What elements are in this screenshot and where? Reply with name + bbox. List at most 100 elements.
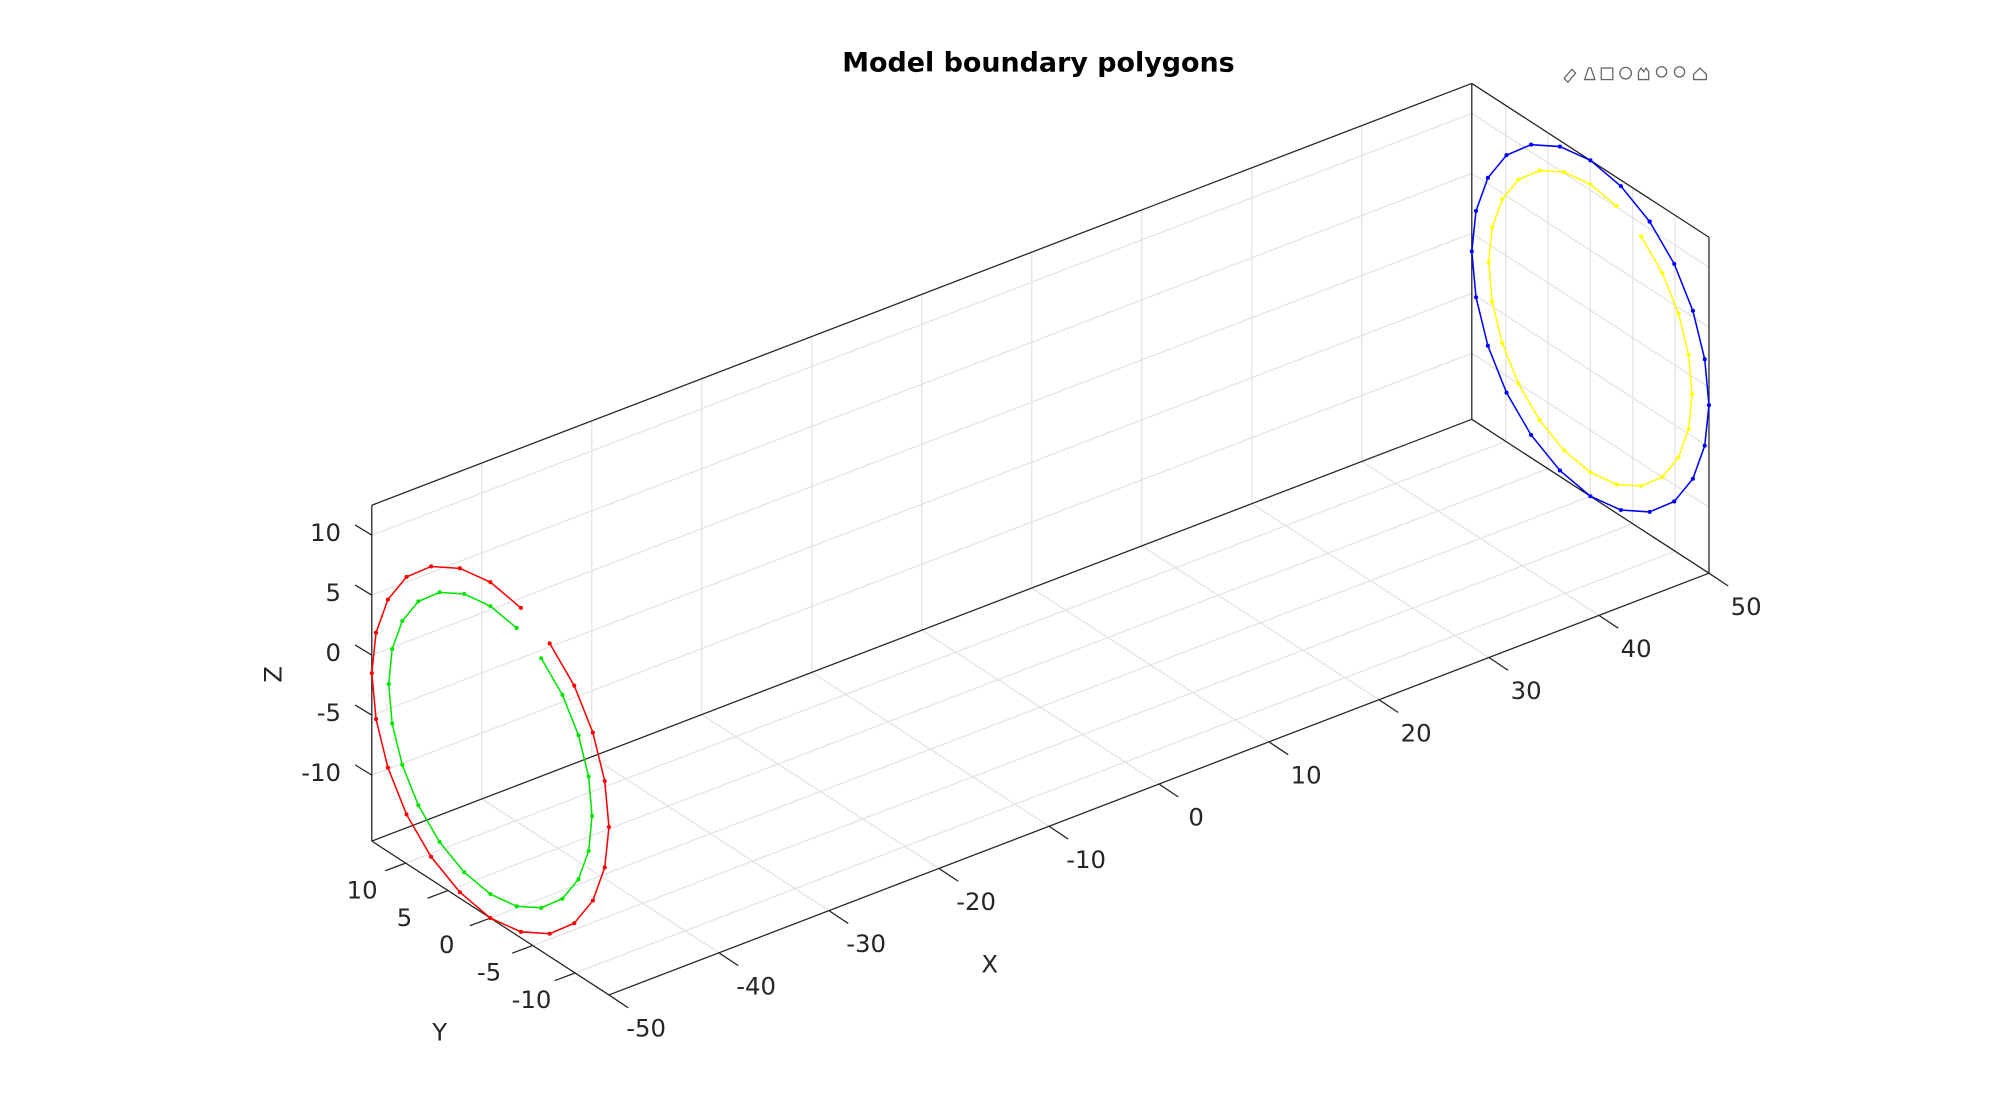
x-tick [938,867,959,882]
polygon-vertex [1557,144,1562,149]
polygon-vertex [429,564,434,569]
y-tick-label: -5 [477,958,501,987]
polygon-vertex [1486,260,1491,265]
polygon-vertex [1500,341,1505,346]
polygon-vertex [586,774,591,779]
x-tick-label: 30 [1511,676,1542,705]
polygon-vertex [373,630,379,635]
polygon-vertex [1588,494,1593,499]
z-tick [354,584,373,596]
x-tick [828,910,849,924]
polygon-vertex [462,591,467,596]
grid-line [490,495,1591,919]
x-tick-label: -30 [846,929,886,958]
rotate-icon[interactable] [1600,67,1614,81]
zoom-out-icon[interactable] [1673,66,1686,78]
polygon-vertex [1537,168,1542,173]
grid-line [1471,352,1710,508]
polygon-vertex [1647,509,1652,514]
grid-line [405,440,1506,864]
z-tick-label: 5 [326,578,342,607]
polygon-vertex [390,647,395,652]
polygon-vertex [1686,352,1691,357]
y-tick-label: -10 [512,985,552,1014]
x-tick [1378,699,1399,714]
polygon-vertex [1618,507,1623,513]
polygon-vertex [1473,208,1479,213]
grid-line [447,468,1549,892]
x-tick-label: 0 [1188,803,1204,832]
polygon-line [371,565,610,935]
z-tick [354,644,373,656]
x-tick-label: 40 [1621,634,1652,663]
polygon-vertex [606,824,612,830]
polygon-vertex [373,717,379,722]
polygon-vertex [586,848,591,854]
polygon-vertex [572,683,577,688]
x-axis-label: X [981,949,998,978]
x-tick [608,994,629,1009]
polygon-vertex [390,721,395,726]
x-tick [1158,783,1179,798]
datatip-icon[interactable] [1583,67,1596,81]
polygon-vertex [1485,343,1490,348]
polygon-vertex [457,566,462,571]
polygon-vertex [488,915,493,921]
polygon-vertex [518,605,523,610]
polygon-vertex [386,682,391,687]
grid-line [532,523,1633,947]
polygon-vertex [488,580,493,585]
toolbar [1563,66,1708,84]
polygon-vertex [1588,470,1593,475]
rotate3d-icon[interactable] [1619,66,1633,80]
chart-title: Model boundary polygons [842,48,1234,79]
pan-icon[interactable] [1637,66,1650,81]
grid-line [1471,292,1710,448]
z-tick-label: 10 [310,518,341,547]
polygon-vertex [1562,448,1567,453]
polygon-vertex [1537,418,1542,423]
y-axis-label: Y [431,1017,447,1046]
zoom-in-icon[interactable] [1655,66,1668,78]
polygon-vertex [1529,432,1534,438]
home-icon[interactable] [1692,67,1708,81]
grid-line [371,232,1473,656]
polygon-vertex [514,904,519,909]
polygon-vertex [572,921,577,926]
x-tick-label: 20 [1401,718,1432,747]
polygon-vertex [1618,184,1623,189]
x-tick-label: -20 [956,887,996,916]
z-tick [354,704,373,716]
polygon-vertex [1500,197,1505,202]
polygon-vertex [539,905,544,910]
polygon-vertex [602,779,607,784]
x-tick [718,952,739,967]
polygon-vertex [1588,158,1593,163]
polygon-vertex [437,839,442,844]
polygon-vertex [1490,299,1495,304]
x-tick-label: -40 [736,971,776,1000]
polygon-vertex [400,618,405,624]
polygon-vertex [1516,177,1521,182]
grid-line [371,112,1473,536]
brush-icon[interactable] [1563,68,1577,84]
x-tick [1598,614,1619,629]
polygon-vertex [462,870,467,875]
z-axis-label: Z [258,666,287,683]
x-tick-label: -10 [1066,845,1106,874]
grid-line [371,292,1473,716]
polygon-vertex [1588,182,1593,187]
grid-line [1471,232,1710,388]
polygon-vertex [1485,175,1490,180]
grid-line [1471,112,1710,268]
z-tick-label: -10 [301,758,341,787]
polygon-vertex [547,931,552,936]
polygon-vertex [404,812,409,817]
polygon-vertex [404,574,409,579]
z-tick-label: 0 [326,638,342,667]
polygon-vertex [369,671,374,676]
polygon-vertex [1676,311,1681,316]
y-tick-label: 0 [439,930,455,959]
polygon-vertex [1639,234,1644,239]
